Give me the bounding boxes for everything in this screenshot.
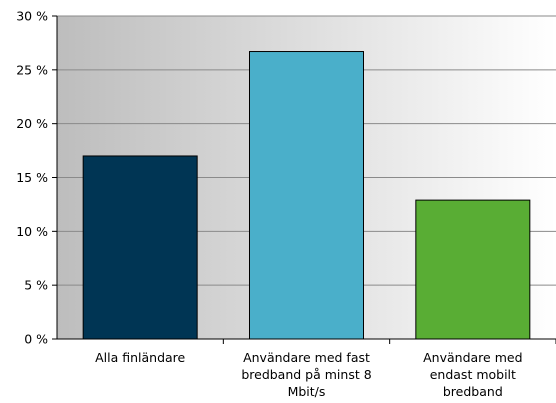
y-tick-label: 30 % [16,9,48,24]
y-tick-label: 25 % [16,62,48,77]
y-tick-label: 20 % [16,116,48,131]
x-category-label-line: Användare med [423,350,522,365]
x-category-label: Användare med fast bredband på minst 8 Mbi… [241,350,371,399]
x-category-label-line: endast mobilt [430,367,516,382]
bar [249,51,364,340]
x-category-label-line: Användare med fast [243,350,370,365]
y-tick-label: 0 % [24,332,48,347]
x-category-label-line: Mbit/s [288,384,326,399]
x-category-label: Användare med endast mobilt bredband [423,350,522,399]
y-tick-label: 5 % [24,278,48,293]
y-tick-labels: 0 % 5 % 10 % 15 % 20 % 25 % 30 % [16,9,57,347]
bar [82,155,198,340]
x-category-label-line: Alla finländare [95,350,185,365]
bars [82,51,531,340]
bar [415,199,531,340]
x-category-label-line: bredband på minst 8 [241,367,371,382]
y-tick-label: 15 % [16,170,48,185]
x-category-labels: Alla finländare Användare med fast bredban… [95,339,556,399]
x-category-label: Alla finländare [95,350,185,365]
x-category-label-line: bredband [443,384,503,399]
y-tick-label: 10 % [16,224,48,239]
